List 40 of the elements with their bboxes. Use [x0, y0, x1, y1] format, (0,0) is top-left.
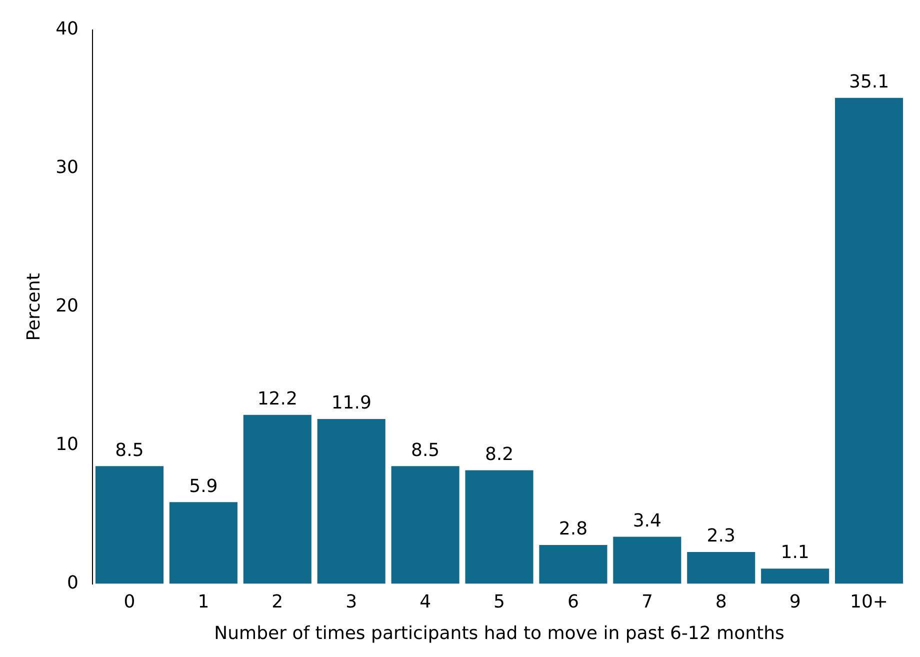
data-label: 8.2 — [484, 444, 514, 465]
x-tick-label: 7 — [641, 591, 653, 612]
data-label: 35.1 — [848, 72, 890, 93]
y-tick-label: 10 — [56, 434, 79, 456]
data-label: 1.1 — [780, 542, 810, 564]
data-label: 3.4 — [632, 510, 662, 532]
y-tick-label: 0 — [67, 572, 79, 594]
bar — [95, 466, 164, 584]
bar — [687, 552, 756, 584]
x-tick-label: 0 — [124, 591, 136, 612]
bar — [317, 419, 386, 584]
bar — [613, 536, 682, 584]
x-tick-label: 8 — [715, 591, 727, 612]
y-axis-title: Percent — [23, 273, 44, 341]
y-tick-label: 30 — [56, 157, 79, 178]
data-label: 11.9 — [331, 392, 372, 414]
x-tick-label: 6 — [567, 591, 579, 612]
x-axis-title: Number of times participants had to move in past 6-12 months — [214, 622, 784, 644]
bar — [835, 98, 904, 584]
data-label: 8.5 — [115, 440, 144, 461]
y-tick-label: 40 — [56, 18, 79, 40]
data-label: 2.3 — [706, 526, 736, 547]
bar — [243, 414, 312, 584]
y-tick-label: 20 — [56, 296, 79, 317]
bar — [169, 502, 238, 584]
bar — [761, 568, 830, 584]
x-tick-label: 1 — [198, 591, 210, 612]
bar — [539, 545, 608, 584]
bar — [391, 466, 460, 584]
data-label: 5.9 — [189, 476, 218, 497]
x-tick-label: 10+ — [850, 591, 888, 612]
x-tick-label: 2 — [272, 591, 284, 612]
x-tick-label: 3 — [346, 591, 358, 612]
x-tick-label: 9 — [789, 591, 801, 612]
data-label: 12.2 — [257, 388, 298, 410]
bar — [465, 470, 534, 584]
data-label: 2.8 — [558, 518, 588, 540]
x-tick-label: 4 — [420, 591, 432, 612]
x-tick-label: 5 — [494, 591, 505, 612]
data-label: 8.5 — [410, 440, 440, 461]
